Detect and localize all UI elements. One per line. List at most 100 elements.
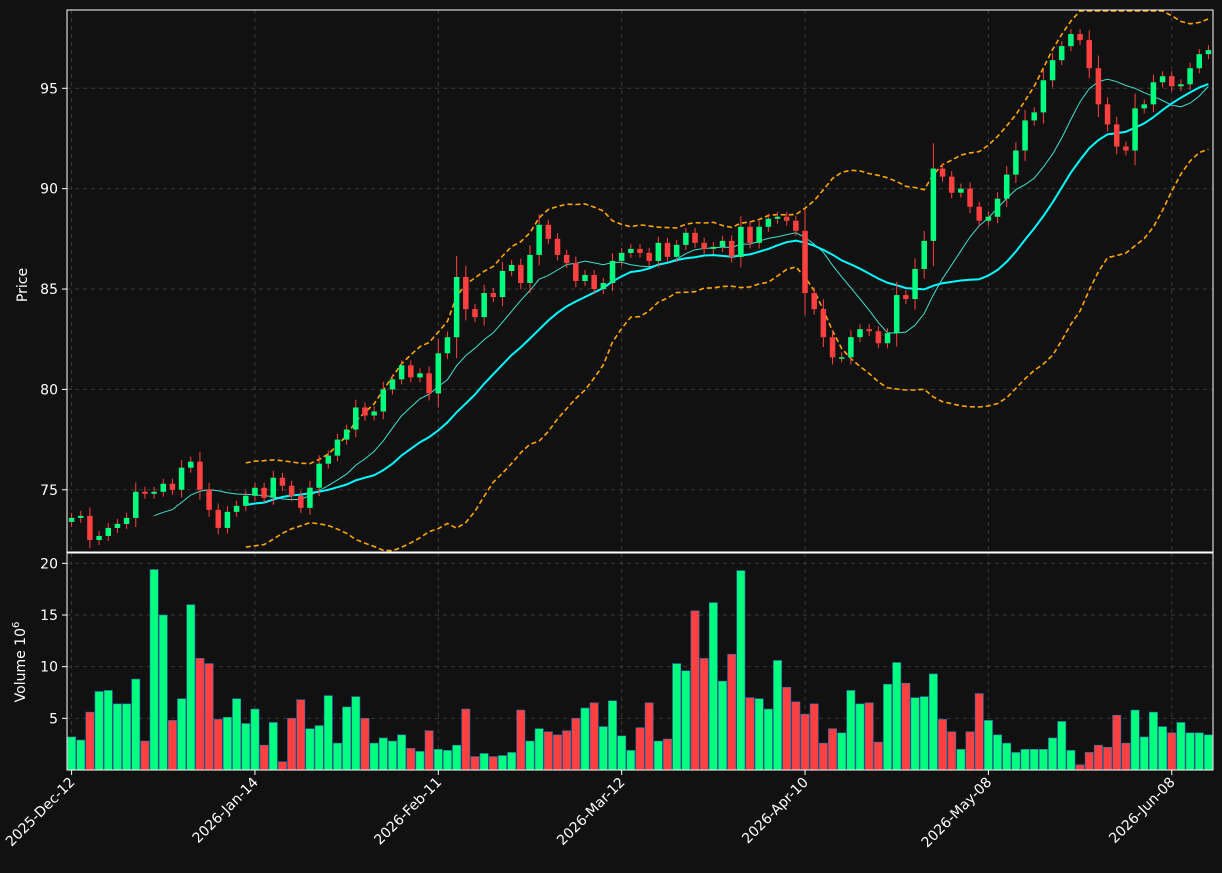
volume-bar (974, 693, 984, 771)
volume-bar (424, 730, 434, 771)
volume-bar (598, 726, 608, 771)
candle-body (87, 515, 93, 540)
candle-body (481, 293, 487, 318)
candle-body (1132, 108, 1138, 151)
candle-body (1196, 54, 1202, 69)
volume-bar (1112, 714, 1122, 771)
candle-body (261, 487, 267, 498)
volume-bar (873, 741, 883, 771)
candle-body (1003, 174, 1010, 199)
volume-bar (158, 614, 168, 771)
candle-body (1031, 112, 1037, 121)
volume-bar (965, 731, 975, 771)
volume-bar (443, 750, 452, 771)
price-axis-ticks: 75 80 85 90 95 (40, 81, 67, 499)
volume-bar (516, 709, 526, 771)
volume-bar (782, 687, 792, 771)
candle-body (1168, 76, 1175, 87)
candle-body (710, 246, 717, 249)
volume-bar (314, 725, 324, 771)
candle-body (435, 353, 442, 394)
volume-bar (653, 740, 663, 771)
candle-body (719, 240, 726, 247)
candle-body (490, 293, 497, 298)
bollinger-bands (245, 10, 1209, 552)
candle-body (738, 226, 744, 257)
candle-body (958, 188, 964, 193)
volume-bar (103, 690, 113, 771)
volume-panel-frame (66, 552, 1214, 771)
volume-bar (259, 744, 269, 771)
volume-bar (956, 749, 966, 771)
price-axis-label: Price (15, 268, 31, 302)
candle-body (573, 262, 579, 281)
candle-body (1159, 76, 1166, 83)
volume-bar (855, 703, 865, 771)
volume-bar (67, 736, 77, 771)
volume-bar (589, 702, 599, 771)
price-tick-label: 75 (40, 483, 58, 499)
candle-body (325, 455, 332, 464)
price-tick-label: 85 (40, 282, 58, 298)
volume-bar (580, 707, 590, 771)
volume-bar (479, 753, 489, 771)
volume-bar (864, 702, 874, 771)
volume-bar (305, 728, 315, 771)
volume-bar (672, 663, 682, 771)
candle-body (1022, 120, 1028, 151)
volume-bar (388, 740, 397, 771)
volume-bar (186, 604, 196, 771)
candle-body (371, 411, 377, 416)
candle-body (408, 365, 414, 378)
volume-bar (543, 731, 553, 771)
candle-body (142, 491, 148, 494)
candle-body (618, 252, 625, 261)
volume-bar (452, 744, 462, 771)
volume-bar (177, 698, 187, 771)
lower-band-line (245, 148, 1209, 552)
volume-bar (213, 719, 223, 771)
candle-body (683, 232, 689, 245)
candle-body (96, 535, 102, 540)
volume-bar (1011, 752, 1021, 771)
volume-bar (232, 698, 242, 771)
volume-bar (241, 723, 251, 771)
candle-body (444, 337, 451, 354)
upper-band-line (245, 10, 1209, 465)
candle-body (1086, 40, 1092, 69)
volume-bar (1158, 726, 1168, 771)
volume-bar (525, 740, 535, 771)
candle-body (829, 337, 836, 358)
candle-body (188, 461, 194, 468)
volume-bar (1185, 732, 1195, 771)
volume-bar (168, 720, 177, 771)
candle-body (527, 254, 533, 284)
volume-axis-label: Volume 106 (11, 622, 29, 703)
candle-body (389, 379, 396, 390)
volume-bar (892, 662, 902, 771)
candle-body (160, 483, 167, 492)
volume-tick-label: 20 (40, 556, 58, 572)
volume-bar (1084, 752, 1094, 771)
candle-body (307, 487, 313, 508)
volume-bar (837, 732, 847, 771)
volume-bar (1203, 734, 1213, 771)
candle-body (875, 331, 882, 344)
candle-body (1095, 68, 1102, 105)
candle-body (1123, 146, 1129, 151)
volume-tick-label: 5 (49, 711, 58, 727)
candle-body (554, 238, 561, 255)
candle-body (820, 309, 827, 338)
volume-bar (204, 663, 214, 771)
volume-bar (131, 678, 141, 771)
candle-body (811, 293, 817, 310)
volume-bar (406, 747, 416, 771)
volume-bar (828, 728, 837, 771)
volume-bar (938, 719, 947, 771)
volume-bar (1020, 749, 1030, 771)
volume-bar (323, 695, 333, 771)
candle-body (646, 252, 652, 261)
candle-body (664, 242, 671, 257)
candle-body (68, 517, 75, 522)
candle-body (151, 491, 157, 494)
